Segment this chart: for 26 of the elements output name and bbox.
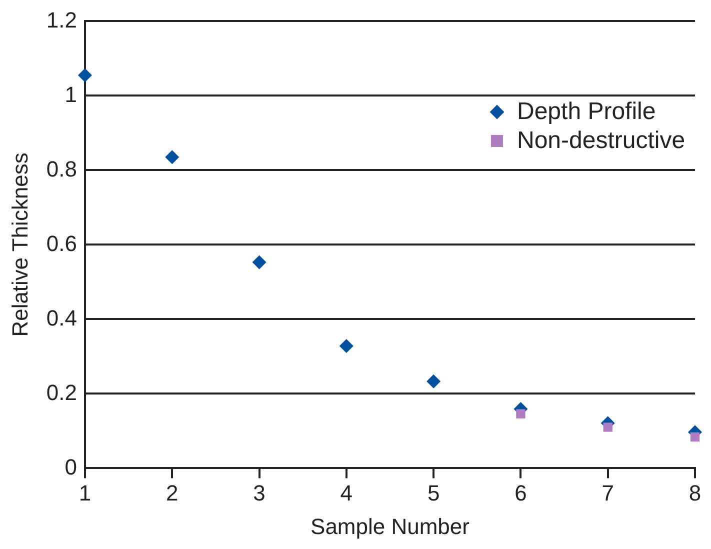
point [690,432,700,442]
y-tick-label: 0.8 [46,156,77,182]
x-tick-label: 4 [340,480,353,506]
point [426,374,441,388]
x-tick-label: 8 [688,480,702,506]
x-axis-title: Sample Number [310,514,470,539]
point [516,409,526,418]
x-tick-label: 3 [253,480,266,506]
point [339,339,354,354]
y-tick-label: 1.2 [46,7,77,32]
point [603,422,612,432]
x-tick-label: 6 [514,480,527,506]
point [252,255,266,270]
x-tick-label: 7 [602,480,614,506]
y-tick-label: 1 [64,82,77,107]
y-tick-label: 0.4 [46,305,77,330]
y-axis-title: Relative Thickness [7,152,32,337]
legend-label: Depth Profile [516,97,657,126]
y-tick-label: 0 [64,454,77,480]
y-tick-label: 0.6 [46,230,77,256]
x-tick-label: 5 [427,480,440,506]
point [78,68,92,82]
x-tick-label: 2 [166,480,178,506]
point [165,150,180,164]
legend-label: Non-destructive [516,126,686,156]
y-tick-label: 0.2 [46,380,77,405]
